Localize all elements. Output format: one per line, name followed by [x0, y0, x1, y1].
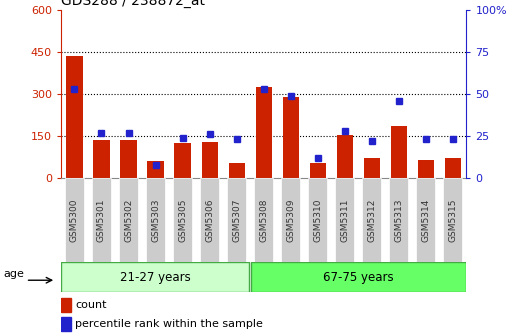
- FancyBboxPatch shape: [146, 178, 165, 262]
- Bar: [418, 160, 434, 178]
- FancyBboxPatch shape: [417, 178, 435, 262]
- Bar: [337, 135, 353, 178]
- FancyBboxPatch shape: [308, 178, 327, 262]
- Text: 21-27 years: 21-27 years: [120, 271, 191, 284]
- Bar: [66, 56, 83, 178]
- FancyBboxPatch shape: [65, 178, 84, 262]
- FancyBboxPatch shape: [251, 262, 466, 292]
- FancyBboxPatch shape: [281, 178, 300, 262]
- Text: GSM5305: GSM5305: [178, 198, 187, 242]
- Bar: [445, 159, 461, 178]
- Text: GDS288 / 238872_at: GDS288 / 238872_at: [61, 0, 205, 8]
- Text: percentile rank within the sample: percentile rank within the sample: [75, 319, 263, 329]
- Bar: [174, 143, 191, 178]
- FancyBboxPatch shape: [200, 178, 219, 262]
- FancyBboxPatch shape: [363, 178, 381, 262]
- Bar: [364, 159, 380, 178]
- Text: GSM5314: GSM5314: [421, 198, 430, 242]
- FancyBboxPatch shape: [227, 178, 246, 262]
- Bar: [120, 140, 137, 178]
- FancyBboxPatch shape: [61, 262, 250, 292]
- Bar: [282, 97, 299, 178]
- Text: GSM5312: GSM5312: [367, 198, 376, 242]
- Text: age: age: [3, 269, 24, 279]
- Text: GSM5309: GSM5309: [286, 198, 295, 242]
- FancyBboxPatch shape: [173, 178, 192, 262]
- FancyBboxPatch shape: [335, 178, 354, 262]
- Text: GSM5308: GSM5308: [259, 198, 268, 242]
- FancyBboxPatch shape: [390, 178, 408, 262]
- Text: GSM5310: GSM5310: [313, 198, 322, 242]
- Text: GSM5315: GSM5315: [448, 198, 457, 242]
- Bar: [310, 163, 326, 178]
- FancyBboxPatch shape: [254, 178, 273, 262]
- FancyBboxPatch shape: [119, 178, 138, 262]
- Bar: [93, 140, 110, 178]
- Text: GSM5303: GSM5303: [151, 198, 160, 242]
- Text: GSM5302: GSM5302: [124, 198, 133, 242]
- Text: GSM5306: GSM5306: [205, 198, 214, 242]
- Text: GSM5307: GSM5307: [232, 198, 241, 242]
- Bar: [61, 317, 71, 331]
- Bar: [61, 298, 71, 312]
- Text: GSM5311: GSM5311: [340, 198, 349, 242]
- Text: 67-75 years: 67-75 years: [323, 271, 394, 284]
- Bar: [255, 87, 272, 178]
- Bar: [147, 161, 164, 178]
- FancyBboxPatch shape: [444, 178, 462, 262]
- Text: count: count: [75, 300, 107, 310]
- Text: GSM5300: GSM5300: [70, 198, 79, 242]
- Bar: [228, 163, 245, 178]
- Text: GSM5301: GSM5301: [97, 198, 106, 242]
- Bar: [391, 126, 407, 178]
- Text: GSM5313: GSM5313: [394, 198, 403, 242]
- FancyBboxPatch shape: [92, 178, 111, 262]
- Bar: [201, 142, 218, 178]
